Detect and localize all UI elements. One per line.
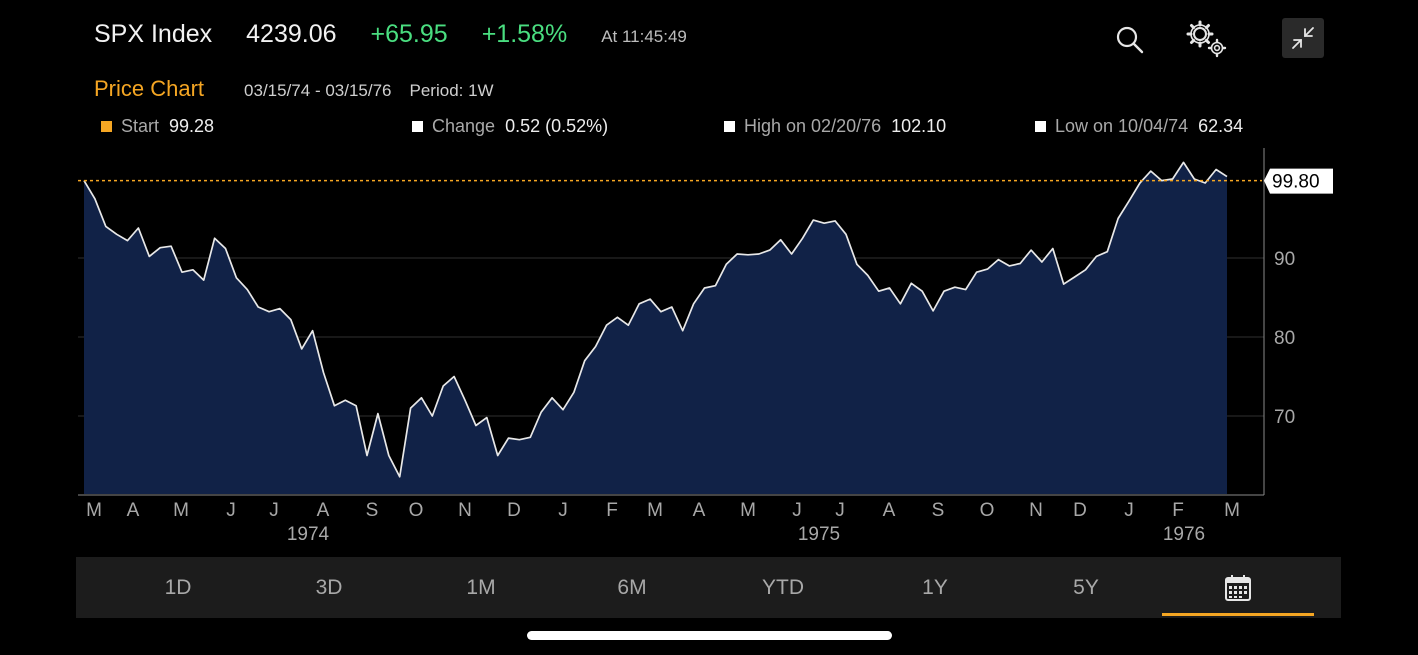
x-tick-label: S	[366, 500, 379, 521]
stat-start: Start 99.28	[101, 116, 214, 137]
start-value: 99.28	[169, 116, 215, 136]
home-indicator[interactable]	[527, 631, 892, 640]
period-tabs: 1D 3D 1M 6M YTD 1Y 5Y	[76, 557, 1341, 618]
x-tick-label: F	[1172, 500, 1184, 521]
date-range[interactable]: 03/15/74 - 03/15/76	[244, 81, 392, 100]
search-icon	[1116, 26, 1144, 54]
x-tick-label: M	[740, 500, 756, 521]
change-marker	[412, 121, 423, 132]
tab-3d[interactable]: 3D	[315, 575, 343, 599]
start-label: Start	[121, 116, 160, 136]
high-label: High on 02/20/76	[744, 116, 882, 136]
x-tick-label: O	[409, 500, 424, 521]
stat-change: Change 0.52 (0.52%)	[412, 116, 608, 137]
collapse-button[interactable]	[1282, 18, 1324, 58]
last-value-tag: 99.80	[1264, 168, 1333, 194]
x-tick-label: N	[1029, 500, 1043, 521]
change-label: Change	[432, 116, 496, 136]
x-tick-label: N	[458, 500, 472, 521]
net-change: +65.95	[370, 20, 448, 48]
x-year-label: 1975	[798, 524, 840, 545]
x-tick-label: J	[226, 500, 236, 521]
period-label[interactable]: Period: 1W	[409, 81, 494, 100]
x-tick-label: S	[932, 500, 945, 521]
x-tick-label: J	[269, 500, 279, 521]
high-value: 102.10	[891, 116, 947, 136]
tab-1y[interactable]: 1Y	[922, 575, 948, 599]
collapse-icon	[1292, 27, 1314, 49]
x-tick-label: O	[980, 500, 995, 521]
x-tick-label: A	[693, 500, 706, 521]
x-year-label: 1976	[1163, 524, 1205, 545]
x-tick-label: D	[1073, 500, 1087, 521]
x-tick-label: J	[792, 500, 802, 521]
active-tab-underline	[1162, 613, 1314, 616]
chart-subheader: Price Chart 03/15/74 - 03/15/76 Period: …	[94, 76, 494, 102]
price-area	[84, 162, 1227, 494]
high-marker	[724, 121, 735, 132]
start-marker	[101, 121, 112, 132]
gear-icon	[1186, 20, 1227, 58]
x-tick-label: F	[606, 500, 618, 521]
ticker-symbol: SPX Index	[94, 20, 213, 48]
tab-ytd[interactable]: YTD	[762, 575, 804, 599]
x-tick-label: A	[127, 500, 140, 521]
price-line	[83, 161, 1228, 478]
x-year-label: 1974	[287, 524, 330, 545]
x-tick-label: J	[1124, 500, 1134, 521]
chart-title: Price Chart	[94, 76, 205, 101]
chart-stats: Start 99.28 Change 0.52 (0.52%) High on …	[0, 116, 1418, 140]
x-tick-label: A	[317, 500, 330, 521]
change-value: 0.52 (0.52%)	[505, 116, 609, 136]
low-value: 62.34	[1198, 116, 1244, 136]
y-tick-label: 90	[1274, 249, 1295, 270]
low-marker	[1035, 121, 1046, 132]
price-chart[interactable]: 70 80 90 99.80 M A M J J A S O N D J F M A M J J A S O N D J F M 1974…	[0, 140, 1418, 550]
last-value-label: 99.80	[1272, 172, 1320, 193]
y-tick-label: 80	[1274, 328, 1295, 349]
tab-custom-range[interactable]	[1162, 557, 1314, 618]
x-tick-label: M	[86, 500, 102, 521]
last-price: 4239.06	[246, 20, 337, 48]
tab-6m[interactable]: 6M	[617, 575, 647, 599]
stat-high: High on 02/20/76 102.10	[724, 116, 946, 137]
percent-change: +1.58%	[481, 20, 568, 48]
x-tick-label: M	[1224, 500, 1240, 521]
y-tick-label: 70	[1274, 407, 1295, 428]
x-tick-label: J	[558, 500, 568, 521]
low-label: Low on 10/04/74	[1055, 116, 1189, 136]
quote-time: At 11:45:49	[601, 27, 687, 46]
x-tick-label: D	[507, 500, 521, 521]
x-tick-label: A	[883, 500, 896, 521]
x-tick-label: J	[835, 500, 845, 521]
search-button[interactable]	[1110, 20, 1150, 60]
x-tick-label: M	[647, 500, 663, 521]
tab-1m[interactable]: 1M	[466, 575, 496, 599]
settings-button[interactable]	[1184, 18, 1230, 60]
calendar-icon	[1225, 574, 1251, 601]
tab-5y[interactable]: 5Y	[1073, 575, 1099, 599]
quote-header: SPX Index 4239.06 +65.95 +1.58% At 11:45…	[94, 20, 687, 56]
tab-1d[interactable]: 1D	[164, 575, 192, 599]
x-tick-label: M	[173, 500, 189, 521]
stat-low: Low on 10/04/74 62.34	[1035, 116, 1243, 137]
